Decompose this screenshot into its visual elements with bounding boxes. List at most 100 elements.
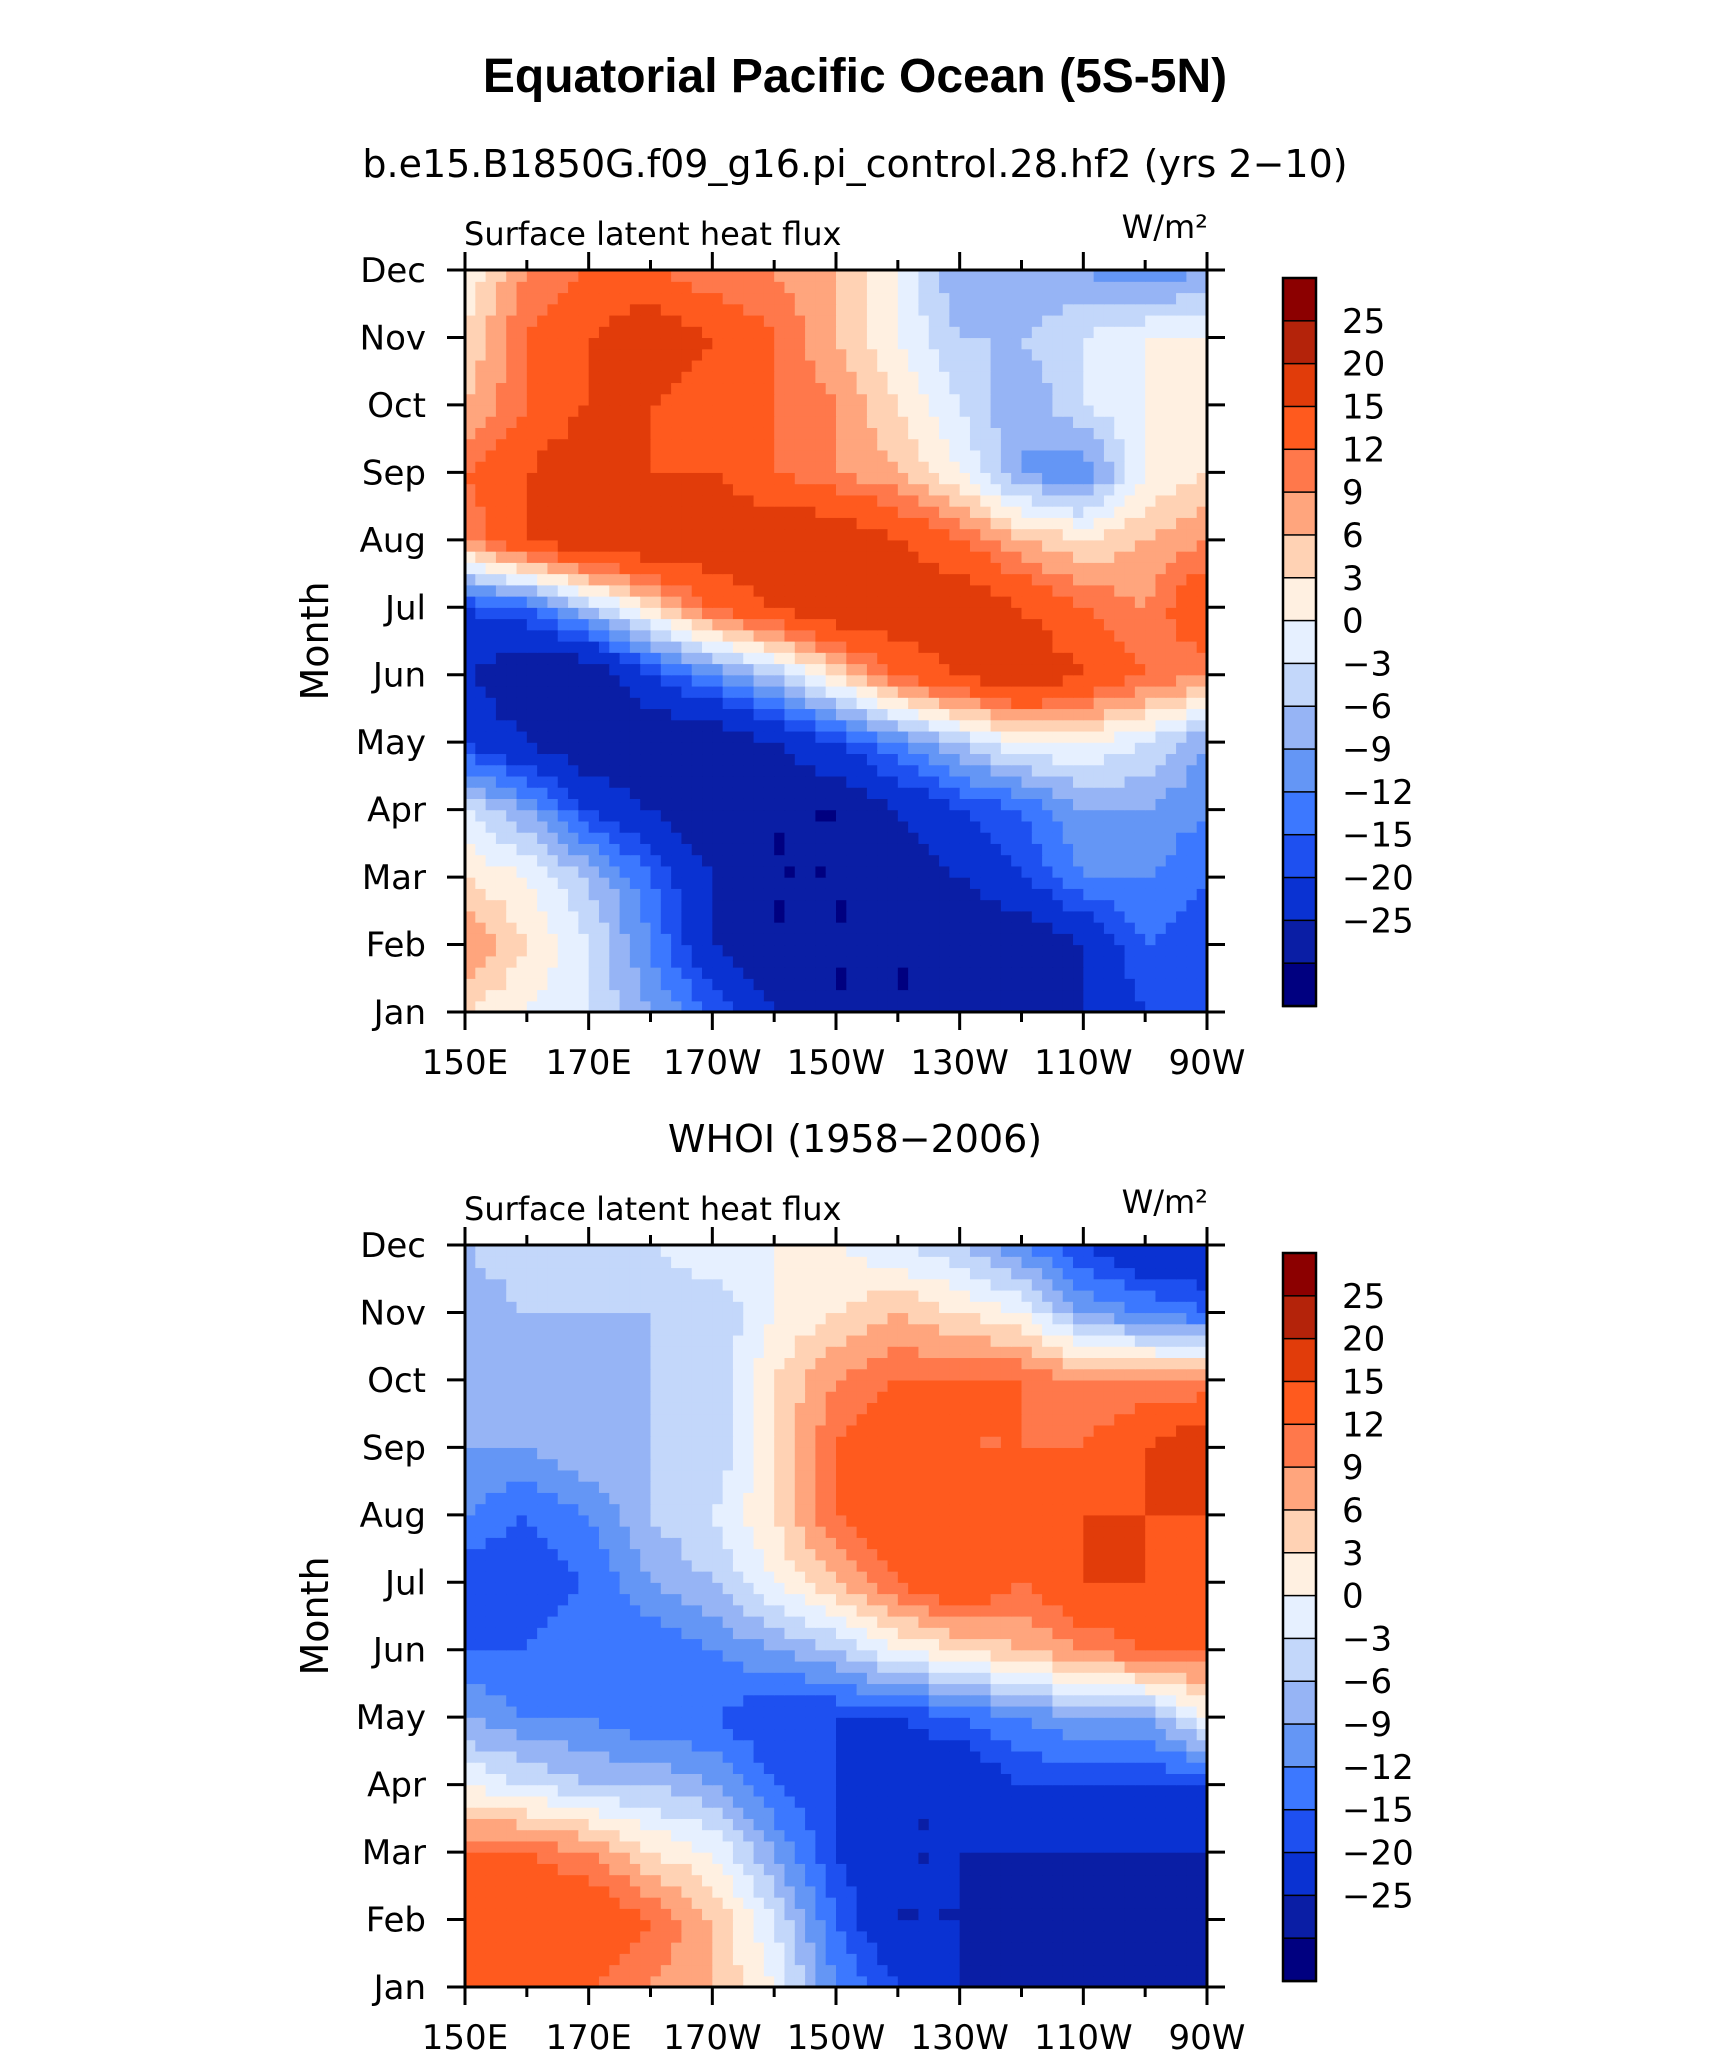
heatmap-cell: [465, 404, 476, 417]
x-tick-label: 170W: [663, 1043, 762, 1083]
heatmap-cell: [969, 775, 981, 788]
heatmap-cell: [980, 719, 992, 732]
heatmap-cell: [609, 539, 621, 552]
heatmap-cell: [990, 551, 1002, 563]
heatmap-cell: [578, 416, 590, 428]
heatmap-cell: [609, 899, 621, 912]
heatmap-cell: [506, 989, 518, 1002]
heatmap-cell: [1103, 382, 1115, 395]
heatmap-cell: [1042, 314, 1054, 327]
heatmap-cell: [702, 787, 713, 799]
heatmap-cell: [1114, 955, 1126, 968]
heatmap-cell: [846, 359, 858, 372]
heatmap-cell: [1073, 393, 1084, 406]
heatmap-cell: [1155, 910, 1167, 923]
heatmap-cell: [774, 551, 786, 563]
heatmap-cell: [1124, 404, 1136, 417]
heatmap-cell: [1052, 270, 1064, 282]
heatmap-cell: [495, 843, 507, 856]
heatmap-cell: [1134, 730, 1146, 743]
heatmap-cell: [619, 854, 631, 867]
heatmap-cell: [702, 967, 713, 979]
heatmap-cell: [475, 820, 487, 833]
colorbar-swatch: [1282, 320, 1317, 365]
heatmap-cell: [1134, 337, 1146, 350]
heatmap-cell: [1124, 562, 1136, 575]
heatmap-cell: [1000, 326, 1012, 339]
heatmap-cell: [732, 506, 744, 518]
heatmap-cell: [980, 899, 992, 912]
heatmap-cell: [1052, 393, 1064, 406]
heatmap-cell: [1083, 348, 1095, 361]
heatmap-cell: [1062, 506, 1074, 518]
heatmap-cell: [753, 416, 765, 428]
heatmap-cell: [712, 539, 724, 552]
heatmap-cell: [1114, 944, 1126, 957]
heatmap-cell: [702, 461, 713, 473]
heatmap-cell: [969, 955, 981, 968]
heatmap-cell: [1155, 449, 1167, 462]
heatmap-cell: [753, 404, 765, 417]
heatmap-cell: [1176, 685, 1187, 698]
heatmap-cell: [959, 955, 971, 968]
heatmap-cell: [1042, 685, 1054, 698]
heatmap-cell: [1176, 449, 1187, 462]
heatmap-cell: [557, 685, 569, 698]
heatmap-cell: [918, 1975, 930, 1988]
heatmap-cell: [516, 562, 528, 575]
heatmap-cell: [465, 944, 476, 957]
heatmap-cell: [990, 753, 1002, 766]
heatmap-cell: [475, 506, 487, 518]
heatmap-cell: [815, 618, 827, 631]
heatmap-cell: [732, 326, 744, 339]
heatmap-cell: [578, 551, 590, 563]
heatmap-cell: [887, 461, 899, 473]
heatmap-cell: [908, 742, 920, 755]
heatmap-cell: [836, 978, 847, 991]
heatmap-cell: [743, 539, 755, 552]
heatmap-cell: [1042, 618, 1054, 631]
heatmap-cell: [702, 528, 713, 541]
heatmap-cell: [485, 820, 497, 833]
heatmap-cell: [1062, 483, 1074, 496]
heatmap-cell: [681, 809, 693, 822]
panel1: Surface latent heat flux W/m² JanFebMarA…: [293, 208, 1414, 1083]
heatmap-cell: [1165, 359, 1177, 372]
heatmap-cell: [619, 697, 631, 710]
heatmap-cell: [1124, 854, 1136, 867]
heatmap-cell: [1155, 506, 1167, 518]
heatmap-cell: [568, 528, 579, 541]
heatmap-cell: [1103, 877, 1115, 889]
heatmap-cell: [856, 719, 868, 732]
heatmap-cell: [598, 292, 610, 305]
heatmap-cell: [1062, 798, 1074, 811]
heatmap-cell: [897, 618, 909, 631]
heatmap-cell: [1103, 348, 1115, 361]
heatmap-cell: [516, 742, 528, 755]
heatmap-cell: [856, 832, 868, 844]
heatmap-cell: [949, 708, 961, 721]
heatmap-cell: [702, 629, 713, 642]
heatmap-cell: [1196, 742, 1208, 755]
heatmap-cell: [578, 427, 590, 440]
heatmap-cell: [1000, 359, 1012, 372]
heatmap-cell: [640, 562, 652, 575]
heatmap-cell: [1042, 596, 1054, 608]
heatmap-cell: [908, 449, 920, 462]
heatmap-cell: [1165, 517, 1177, 530]
heatmap-cell: [1165, 303, 1177, 316]
heatmap-cell: [732, 832, 744, 844]
heatmap-cell: [465, 584, 476, 597]
heatmap-cell: [578, 359, 590, 372]
heatmap-cell: [1134, 393, 1146, 406]
heatmap-cell: [640, 798, 652, 811]
heatmap-cell: [1114, 697, 1126, 710]
heatmap-cell: [691, 775, 703, 788]
heatmap-cell: [877, 922, 889, 934]
heatmap-cell: [959, 629, 971, 642]
heatmap-cell: [805, 877, 816, 889]
heatmap-cell: [1093, 337, 1105, 350]
heatmap-cell: [609, 528, 621, 541]
heatmap-cell: [980, 663, 992, 676]
heatmap-cell: [1186, 865, 1198, 878]
